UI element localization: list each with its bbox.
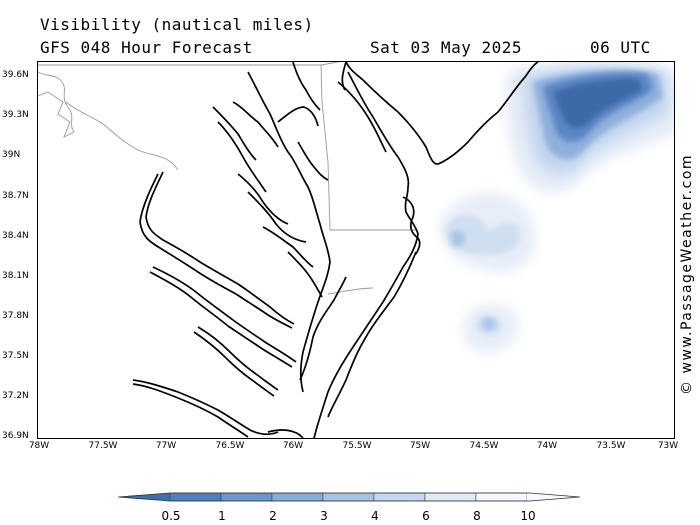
lon-label: 74.5W [469, 441, 499, 451]
colorbar-label: 0.5 [161, 509, 181, 523]
lat-label: 37.8N [2, 311, 29, 321]
de-md-border [320, 64, 416, 231]
lat-label: 39N [2, 150, 21, 160]
va-md-eastern-shore-border [327, 287, 374, 295]
lat-label: 37.2N [2, 391, 29, 401]
colorbar-segment [322, 492, 375, 502]
md-wv-va-border [38, 71, 75, 138]
lat-label: 39.6N [2, 70, 29, 80]
visibility-shading [438, 62, 674, 354]
colorbar-segment [373, 492, 426, 502]
colorbar-segment [475, 492, 528, 502]
colorbar-label: 2 [269, 509, 277, 523]
lon-label: 74W [536, 441, 558, 451]
colorbar-label: 1 [218, 509, 226, 523]
lon-label: 76W [282, 441, 304, 451]
lon-label: 78W [28, 441, 50, 451]
lon-label: 75W [409, 441, 431, 451]
colorbar-segment [271, 492, 324, 502]
delmarva-coast [313, 71, 419, 438]
passageweather-credit: © www.PassageWeather.com [679, 153, 695, 395]
lon-label: 73W [657, 441, 679, 451]
chesapeake-western-shore [247, 71, 331, 393]
coastlines [132, 62, 539, 438]
colorbar-segment [118, 493, 170, 501]
colorbar-label: 6 [422, 509, 430, 523]
colorbar-label: 10 [520, 509, 536, 523]
lon-label: 77W [155, 441, 177, 451]
state-borders [38, 62, 416, 295]
lat-label: 36.9N [2, 431, 29, 441]
map-title: Visibility (nautical miles) [40, 15, 314, 34]
colorbar-label: 4 [371, 509, 379, 523]
lon-label: 75.5W [342, 441, 372, 451]
map-canvas [38, 62, 674, 438]
forecast-date: Sat 03 May 2025 [370, 38, 522, 57]
lon-label: 73.5W [596, 441, 626, 451]
new-jersey-coast [345, 62, 539, 165]
colorbar-segment [169, 492, 222, 502]
lat-label: 37.5N [2, 351, 29, 361]
colorbar-segments [118, 492, 580, 502]
colorbar-label: 8 [473, 509, 481, 523]
map-area [37, 61, 675, 439]
potomac-border [65, 101, 179, 171]
colorbar-segment [527, 493, 580, 501]
york-river [197, 326, 279, 391]
rappahannock-river [152, 266, 297, 363]
forecast-subtitle: GFS 048 Hour Forecast [40, 38, 253, 57]
james-river [132, 379, 279, 436]
lon-label: 77.5W [88, 441, 118, 451]
colorbar-label: 3 [320, 509, 328, 523]
colorbar-outline [117, 492, 581, 502]
potomac-river [145, 171, 295, 325]
colorbar-segment [220, 492, 273, 502]
lat-label: 38.1N [2, 271, 29, 281]
lon-label: 76.5W [215, 441, 245, 451]
colorbar-segment [424, 492, 477, 502]
lat-label: 38.4N [2, 231, 29, 241]
forecast-time: 06 UTC [590, 38, 651, 57]
lat-label: 38.7N [2, 191, 29, 201]
de-nj-border [320, 62, 339, 66]
delmarva-barrier-islands [327, 251, 417, 418]
lat-label: 39.3N [2, 110, 29, 120]
